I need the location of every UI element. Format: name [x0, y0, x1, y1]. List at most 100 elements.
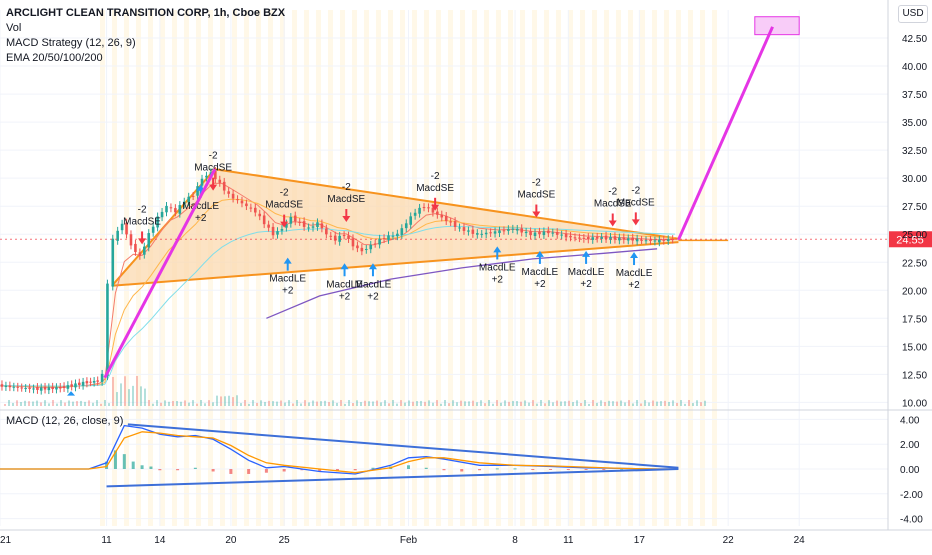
volume-bar	[68, 400, 70, 406]
volume-bar	[100, 403, 102, 406]
candle-body	[618, 237, 621, 241]
session-stripe	[484, 10, 489, 526]
candle-body	[147, 233, 151, 248]
macd-legend[interactable]: MACD (12, 26, close, 9)	[6, 415, 124, 427]
signal-quantity: -2	[608, 186, 617, 197]
candle-body	[489, 232, 492, 234]
macd-histogram-bar	[478, 469, 482, 471]
time-tick-label: 11	[563, 535, 574, 546]
candle-body	[125, 222, 128, 235]
volume-bar	[520, 401, 522, 406]
volume-bar	[648, 402, 650, 406]
volume-bar	[320, 401, 322, 406]
volume-bar	[420, 400, 422, 406]
volume-bar	[212, 402, 214, 406]
price-tick-label: 17.50	[902, 314, 927, 325]
macd-histogram-bar	[531, 469, 535, 470]
candle-body	[573, 237, 577, 239]
long-arrowhead-icon	[582, 250, 591, 257]
candle-body	[396, 233, 399, 237]
candle-body	[8, 385, 12, 388]
volume-bar	[116, 392, 118, 406]
candle-body	[404, 223, 408, 229]
indicator-macd-strategy[interactable]: MACD Strategy (12, 26, 9)	[6, 37, 136, 49]
candle-body	[120, 223, 124, 231]
candle-body	[533, 232, 537, 237]
candle-body	[600, 236, 603, 239]
volume-bar	[88, 400, 90, 406]
volume-bar	[28, 401, 30, 406]
volume-bar	[40, 402, 42, 406]
signal-quantity: +2	[339, 291, 351, 302]
triangle-fill	[111, 169, 679, 286]
volume-bar	[616, 401, 618, 406]
price-tick-label: 25.00	[902, 230, 927, 241]
macd-histogram-bar	[158, 469, 162, 471]
volume-bar	[124, 376, 126, 406]
candle-body	[431, 207, 435, 213]
volume-bar	[300, 403, 302, 406]
triangle-lower-line	[111, 241, 679, 287]
price-tick-label: 40.00	[902, 62, 927, 73]
macd-histogram-bar	[602, 469, 606, 470]
macd-histogram-bar	[353, 469, 357, 471]
volume-bar	[512, 400, 514, 406]
candle-body	[662, 239, 666, 241]
price-tick-label: 32.50	[902, 146, 927, 157]
volume-bar	[424, 401, 426, 406]
signal-quantity: +2	[282, 286, 294, 297]
volume-bar	[312, 400, 314, 406]
signal-label: MacdLE	[326, 279, 363, 290]
signal-label: MacdSE	[265, 200, 303, 211]
candle-body	[111, 238, 115, 287]
candle-body	[609, 236, 612, 240]
signal-label: MacdSE	[517, 190, 555, 201]
volume-bar	[404, 402, 406, 406]
symbol-title[interactable]: ARCLIGHT CLEAN TRANSITION CORP, 1h, Cboe…	[6, 7, 286, 19]
volume-bar	[316, 401, 318, 406]
signal-quantity: -2	[342, 182, 351, 193]
candle-body	[578, 237, 581, 239]
time-tick-label: 2021	[0, 535, 12, 546]
candle-body	[311, 226, 315, 228]
candle-body	[436, 211, 439, 215]
signal-line	[0, 431, 675, 474]
candle-body	[106, 283, 109, 377]
candle-body	[160, 211, 164, 218]
candle-body	[342, 235, 346, 237]
volume-bar	[576, 400, 578, 406]
volume-bar	[612, 401, 614, 406]
volume-bar	[136, 376, 138, 406]
candle-body	[169, 207, 173, 209]
candle-body	[644, 240, 648, 242]
candle-body	[156, 216, 159, 228]
indicator-ema[interactable]: EMA 20/50/100/200	[6, 52, 103, 64]
candle-body	[240, 200, 244, 204]
macd-histogram-bar	[282, 469, 286, 472]
volume-bar	[624, 402, 626, 406]
candle-body	[453, 221, 457, 227]
short-signal: MacdSE-2	[517, 178, 556, 218]
long-arrowhead-icon	[493, 246, 502, 253]
volume-bar	[472, 400, 474, 406]
signal-quantity: -2	[280, 188, 289, 199]
volume-bar	[284, 402, 286, 406]
candle-body	[143, 246, 146, 255]
candle-body	[484, 232, 488, 235]
time-tick-label: 17	[634, 535, 646, 546]
candle-body	[347, 235, 350, 240]
volume-bar	[324, 400, 326, 406]
volume-bar	[296, 400, 298, 406]
candle-body	[515, 228, 519, 231]
macd-histogram-bar	[460, 469, 464, 472]
signal-quantity: +2	[580, 279, 592, 290]
candle-body	[289, 216, 293, 224]
macd-histogram-bar	[140, 465, 144, 469]
candle-body	[129, 234, 133, 246]
currency-button[interactable]: USD	[898, 5, 928, 23]
macd-tick-label: 2.00	[900, 440, 920, 451]
indicator-vol[interactable]: Vol	[6, 22, 22, 34]
